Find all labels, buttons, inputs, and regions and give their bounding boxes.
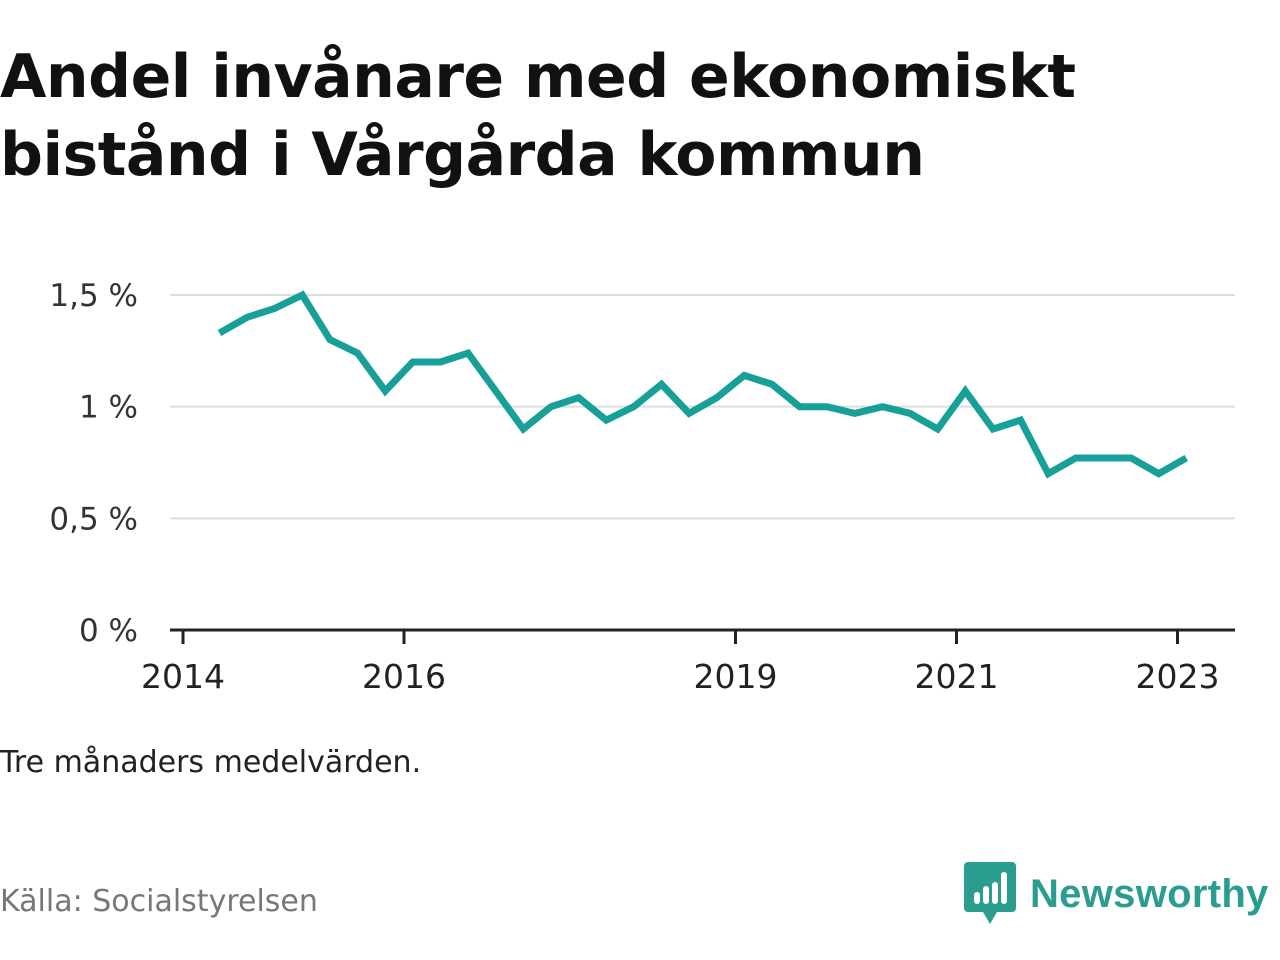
brand-name: Newsworthy [1030, 871, 1269, 916]
x-tick-label: 2014 [141, 657, 225, 696]
chart-title: Andel invånare med ekonomiskt bistånd i … [0, 42, 1076, 190]
newsworthy-logo-icon [964, 862, 1016, 924]
x-tick-label: 2019 [694, 657, 778, 696]
x-tick-label: 2021 [915, 657, 999, 696]
y-tick-label: 0,5 % [49, 501, 138, 537]
y-tick-label: 1 % [79, 390, 138, 426]
line-chart: 0 % 0,5 % 1 % 1,5 % 2014 2016 2019 2021 2023 [49, 278, 1235, 696]
y-axis-ticks: 0 % 0,5 % 1 % 1,5 % [49, 278, 138, 649]
brand-logo: Newsworthy [964, 862, 1269, 926]
y-tick-label: 0 % [79, 613, 138, 649]
source-credit: Källa: Socialstyrelsen [0, 884, 318, 919]
series [217, 290, 1189, 479]
series-line [217, 290, 1189, 479]
x-tick-label: 2016 [362, 657, 446, 696]
x-tick-label: 2023 [1136, 657, 1220, 696]
y-tick-label: 1,5 % [49, 278, 138, 314]
x-axis: 2014 2016 2019 2021 2023 [141, 628, 1235, 696]
chart-note: Tre månaders medelvärden. [0, 745, 422, 780]
